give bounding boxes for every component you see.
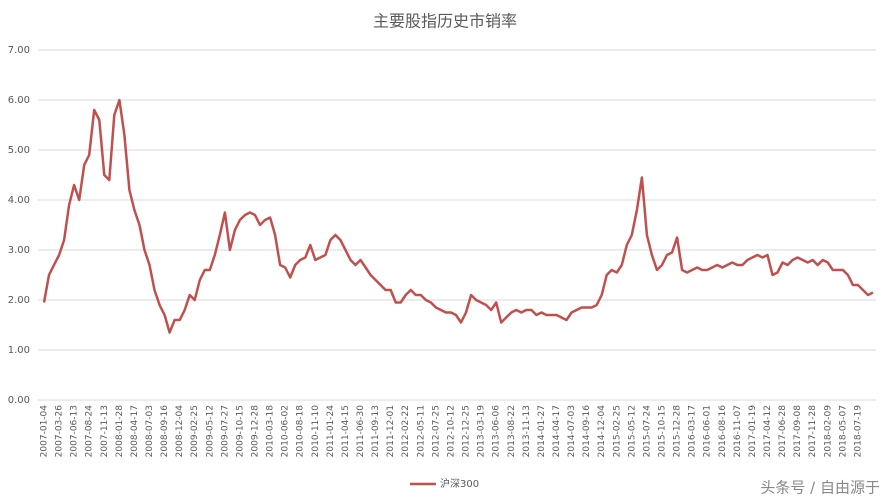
x-tick-label: 2010-06-02	[281, 405, 291, 457]
y-tick-label: 4.00	[8, 195, 30, 206]
x-tick-label: 2017-09-08	[793, 405, 803, 458]
x-tick-label: 2012-05-11	[416, 405, 426, 457]
x-tick-label: 2014-12-04	[597, 405, 607, 458]
x-tick-label: 2014-01-27	[537, 405, 547, 457]
x-tick-label: 2018-02-09	[823, 405, 833, 458]
x-tick-label: 2007-11-13	[100, 405, 110, 457]
x-tick-label: 2017-11-28	[808, 405, 818, 458]
x-tick-label: 2012-10-12	[446, 405, 456, 457]
x-tick-label: 2018-07-19	[853, 405, 863, 458]
x-tick-label: 2016-06-01	[703, 405, 713, 457]
y-tick-label: 1.00	[8, 345, 30, 356]
x-tick-label: 2011-06-30	[356, 405, 366, 458]
x-tick-label: 2011-01-24	[326, 405, 336, 458]
x-tick-label: 2013-08-22	[507, 405, 517, 457]
x-tick-label: 2014-07-03	[567, 405, 577, 457]
x-tick-label: 2007-08-24	[85, 405, 95, 458]
x-tick-label: 2015-12-28	[673, 405, 683, 458]
x-tick-label: 2016-03-17	[688, 405, 698, 457]
x-tick-label: 2009-05-12	[205, 405, 215, 457]
x-tick-label: 2008-07-03	[145, 405, 155, 457]
x-tick-label: 2015-10-15	[657, 405, 667, 457]
x-tick-label: 2010-03-18	[266, 405, 276, 458]
x-tick-label: 2008-01-28	[115, 405, 125, 458]
x-tick-label: 2012-07-25	[431, 405, 441, 457]
x-tick-label: 2007-06-13	[70, 405, 80, 457]
x-tick-label: 2012-02-22	[401, 405, 411, 457]
x-tick-label: 2018-05-07	[838, 405, 848, 457]
x-tick-label: 2016-08-16	[718, 405, 728, 458]
y-tick-label: 7.00	[8, 45, 30, 56]
x-tick-label: 2015-02-25	[612, 405, 622, 457]
y-tick-label: 6.00	[8, 95, 30, 106]
y-tick-label: 5.00	[8, 145, 30, 156]
y-tick-label: 2.00	[8, 295, 30, 306]
x-tick-label: 2014-09-16	[582, 405, 592, 458]
x-tick-label: 2008-04-17	[130, 405, 140, 457]
x-tick-label: 2008-09-16	[160, 405, 170, 458]
x-tick-label: 2016-11-07	[733, 405, 743, 457]
x-tick-label: 2010-11-10	[311, 405, 321, 458]
x-tick-label: 2017-01-19	[748, 405, 758, 458]
x-tick-label: 2011-04-15	[341, 405, 351, 457]
x-tick-label: 2013-03-19	[477, 405, 487, 458]
x-tick-label: 2009-02-25	[190, 405, 200, 457]
x-tick-label: 2014-04-17	[552, 405, 562, 457]
x-tick-label: 2010-08-18	[296, 405, 306, 458]
chart-title: 主要股指历史市销率	[373, 12, 517, 31]
x-tick-label: 2011-12-01	[386, 405, 396, 457]
x-tick-label: 2017-04-12	[763, 405, 773, 457]
x-tick-label: 2015-07-24	[642, 405, 652, 458]
x-tick-label: 2013-06-06	[492, 405, 502, 458]
x-tick-label: 2009-07-27	[220, 405, 230, 457]
x-tick-label: 2009-12-28	[251, 405, 261, 458]
y-tick-label: 0.00	[8, 395, 30, 406]
x-tick-label: 2009-10-15	[235, 405, 245, 457]
x-tick-label: 2017-06-28	[778, 405, 788, 458]
x-tick-label: 2008-12-04	[175, 405, 185, 458]
x-tick-label: 2011-09-13	[371, 405, 381, 457]
y-tick-label: 3.00	[8, 245, 30, 256]
x-tick-label: 2007-01-04	[40, 405, 50, 458]
legend-label: 沪深300	[440, 477, 479, 490]
watermark: 头条号 / 自由源于	[760, 479, 880, 497]
x-tick-label: 2007-03-26	[55, 405, 65, 458]
x-tick-label: 2012-12-25	[462, 405, 472, 457]
x-tick-label: 2013-11-13	[522, 405, 532, 457]
x-tick-label: 2015-05-12	[627, 405, 637, 457]
series-line	[42, 98, 874, 334]
